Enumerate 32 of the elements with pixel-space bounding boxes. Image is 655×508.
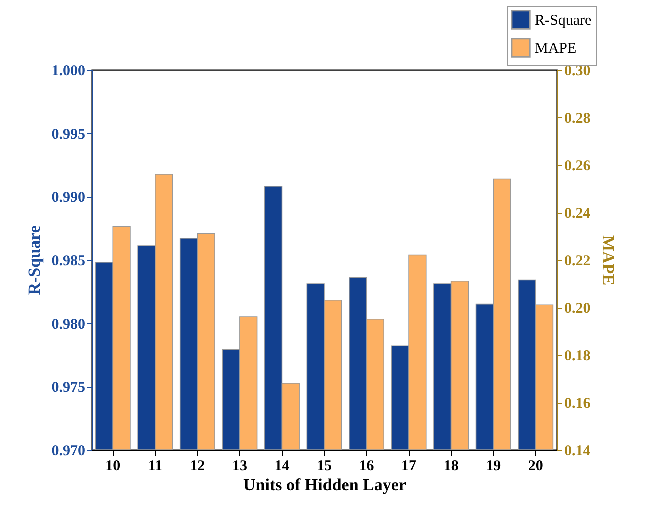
x-tick-label: 10 [106,458,121,474]
x-tick-label: 15 [317,458,332,474]
y-tick-label: 0.975 [52,380,86,396]
y2-tick-label: 0.28 [564,111,591,127]
y2-tick-label: 0.22 [564,254,591,270]
x-tick-label: 20 [528,458,544,474]
y-tick-label: 0.980 [52,316,86,333]
x-tick-label: 17 [402,458,418,474]
x-tick-label: 12 [190,458,206,474]
y-axis-title: R-Square [24,225,44,296]
x-tick-label: 18 [444,458,459,474]
y-tick-label: 0.990 [52,190,86,206]
x-tick-label: 16 [359,458,375,474]
x-tick-label: 11 [148,458,163,474]
legend-label: R-Square [535,13,592,29]
x-tick-label: 19 [486,458,502,474]
x-tick-label: 14 [274,458,290,474]
y2-tick-label: 0.16 [564,396,592,412]
legend-label: MAPE [535,41,577,57]
y-tick-label: 0.985 [52,254,86,270]
x-tick-label: 13 [232,458,248,474]
y2-tick-label: 0.14 [564,444,592,460]
y2-tick-label: 0.26 [564,158,592,174]
y-tick-label: 0.970 [52,444,86,460]
y2-axis-title: MAPE [598,235,618,286]
y2-tick-label: 0.20 [564,301,591,317]
y2-tick-label: 0.24 [564,206,592,222]
x-axis-title: Units of Hidden Layer [244,476,407,494]
y-tick-label: 1.000 [52,64,86,80]
y-tick-label: 0.995 [52,126,86,143]
y2-tick-label: 0.18 [564,348,591,364]
y2-tick-label: 0.30 [564,64,591,80]
